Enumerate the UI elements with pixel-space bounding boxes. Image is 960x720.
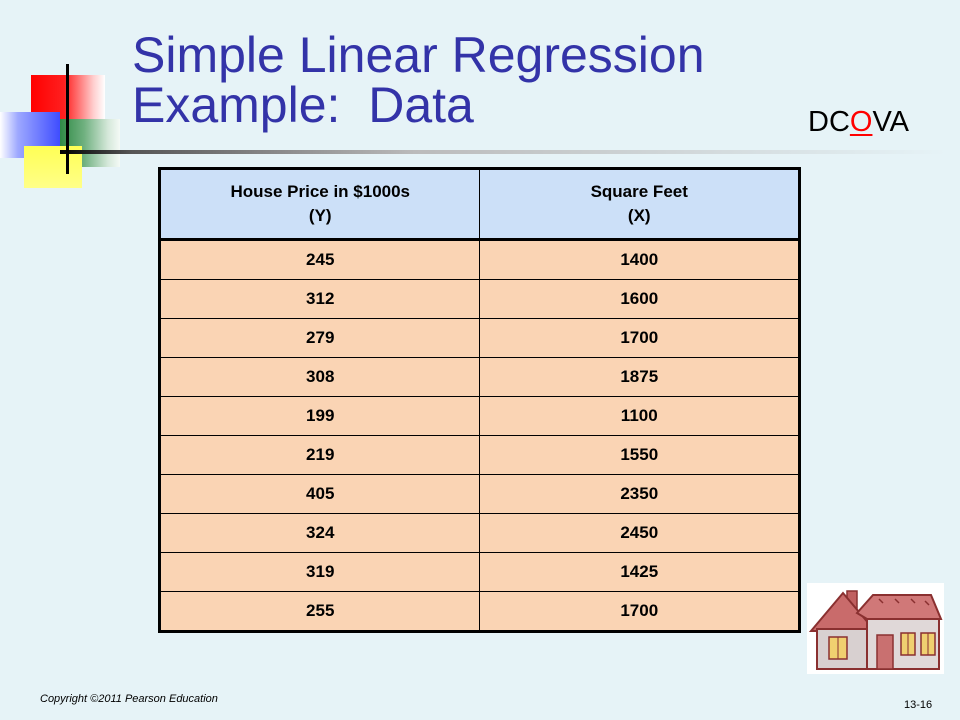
price-cell: 245: [159, 239, 481, 280]
dcova-prefix: DC: [808, 106, 850, 138]
table-row: 319 1425: [159, 552, 800, 592]
price-cell: 255: [159, 591, 481, 632]
header-house-price-symbol: (Y): [308, 206, 332, 225]
table-header-row: House Price in $1000s (Y) Square Feet (X…: [159, 168, 800, 241]
sqft-cell: 1100: [479, 396, 800, 436]
title-underline: [60, 150, 946, 154]
header-house-price: House Price in $1000s (Y): [159, 168, 481, 241]
house-icon: [807, 583, 944, 674]
slide-title-line-2: Example: Data: [132, 77, 474, 133]
price-cell: 405: [159, 474, 481, 514]
table-row: 308 1875: [159, 357, 800, 397]
table-row: 279 1700: [159, 318, 800, 358]
header-square-feet-symbol: (X): [627, 206, 651, 225]
slide-title: Simple Linear Regression Example: Data: [132, 30, 705, 130]
header-square-feet-label: Square Feet: [590, 182, 688, 201]
dcova-highlight: O: [849, 106, 873, 138]
vertical-rule-decoration: [66, 64, 69, 174]
header-house-price-label: House Price in $1000s: [230, 182, 411, 201]
slide-title-line-1: Simple Linear Regression: [132, 27, 705, 83]
table-row: 219 1550: [159, 435, 800, 475]
price-cell: 312: [159, 279, 481, 319]
price-cell: 279: [159, 318, 481, 358]
price-cell: 219: [159, 435, 481, 475]
table-row: 255 1700: [159, 591, 800, 632]
table-row: 405 2350: [159, 474, 800, 514]
data-table: House Price in $1000s (Y) Square Feet (X…: [158, 167, 801, 633]
house-illustration: [808, 590, 943, 670]
sqft-cell: 1400: [479, 239, 800, 280]
sqft-cell: 1875: [479, 357, 800, 397]
price-cell: 324: [159, 513, 481, 553]
sqft-cell: 2450: [479, 513, 800, 553]
price-cell: 319: [159, 552, 481, 592]
copyright-text: Copyright ©2011 Pearson Education: [40, 693, 218, 705]
table-row: 245 1400: [159, 239, 800, 280]
table-row: 199 1100: [159, 396, 800, 436]
sqft-cell: 2350: [479, 474, 800, 514]
header-square-feet: Square Feet (X): [479, 168, 800, 241]
price-cell: 199: [159, 396, 481, 436]
sqft-cell: 1600: [479, 279, 800, 319]
sqft-cell: 1700: [479, 318, 800, 358]
sqft-cell: 1700: [479, 591, 800, 632]
dcova-tag: DCOVA: [808, 106, 909, 139]
table-row: 324 2450: [159, 513, 800, 553]
sqft-cell: 1425: [479, 552, 800, 592]
sqft-cell: 1550: [479, 435, 800, 475]
page-number: 13-16: [904, 699, 933, 711]
price-cell: 308: [159, 357, 481, 397]
dcova-suffix: VA: [872, 106, 909, 138]
table-row: 312 1600: [159, 279, 800, 319]
